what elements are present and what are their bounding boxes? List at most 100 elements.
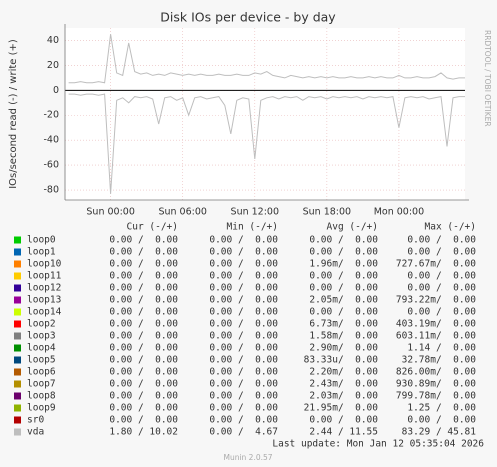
legend-value: 0.00 / 0.00	[209, 343, 278, 354]
legend-value: 0.00 / 0.00	[209, 259, 278, 270]
legend-swatch	[14, 428, 21, 436]
legend-swatch	[14, 404, 21, 412]
legend-header: Min (-/+)	[227, 222, 278, 233]
series-line	[68, 93, 465, 194]
legend-name: loop9	[27, 403, 56, 414]
side-text: RRDTOOL / TOBI OETIKER	[483, 30, 492, 127]
legend-swatch	[14, 284, 21, 292]
legend-value: 0.00 / 0.00	[209, 403, 278, 414]
legend-swatch	[14, 344, 21, 352]
legend-value: 83.33u/ 0.00	[304, 355, 379, 366]
legend-header: Cur (-/+)	[127, 222, 178, 233]
legend-value: 0.00 / 0.00	[309, 415, 378, 426]
legend-value: 0.00 / 0.00	[109, 367, 178, 378]
legend-value: 0.00 / 0.00	[109, 295, 178, 306]
legend-swatch	[14, 332, 21, 340]
legend-value: 0.00 / 0.00	[109, 343, 178, 354]
legend-value: 403.19m/ 0.00	[396, 319, 476, 330]
legend-swatch	[14, 320, 21, 328]
chart-title: Disk IOs per device - by day	[160, 10, 336, 25]
x-tick-label: Sun 12:00	[231, 207, 279, 218]
legend-value: 2.05m/ 0.00	[309, 295, 378, 306]
legend-name: loop2	[27, 319, 56, 330]
footer: Munin 2.0.57	[223, 453, 272, 462]
legend-name: loop3	[27, 331, 56, 342]
legend-value: 0.00 / 0.00	[109, 319, 178, 330]
legend-name: loop13	[27, 295, 61, 306]
plot-area	[65, 28, 465, 200]
legend-value: 1.14 / 0.00	[407, 343, 476, 354]
legend-value: 0.00 / 0.00	[407, 247, 476, 258]
legend-value: 0.00 / 0.00	[407, 283, 476, 294]
legend-value: 0.00 / 0.00	[309, 235, 378, 246]
legend-value: 0.00 / 0.00	[109, 283, 178, 294]
legend-swatch	[14, 272, 21, 280]
x-tick-label: Mon 00:00	[374, 207, 424, 218]
legend-value: 0.00 / 0.00	[309, 283, 378, 294]
legend-value: 0.00 / 4.67	[209, 427, 278, 438]
legend-swatch	[14, 368, 21, 376]
legend-value: 32.78m/ 0.00	[402, 355, 477, 366]
legend-value: 793.22m/ 0.00	[396, 295, 476, 306]
legend-value: 2.90m/ 0.00	[309, 343, 378, 354]
legend-name: loop11	[27, 271, 62, 282]
legend-name: loop0	[27, 235, 56, 246]
y-tick-label: -80	[43, 185, 59, 196]
legend-value: 0.00 / 0.00	[109, 403, 178, 414]
legend-value: 930.89m/ 0.00	[396, 379, 476, 390]
legend-value: 0.00 / 0.00	[407, 235, 476, 246]
legend-value: 0.00 / 0.00	[209, 379, 278, 390]
legend-swatch	[14, 356, 21, 364]
legend-value: 0.00 / 0.00	[209, 415, 278, 426]
legend-value: 0.00 / 0.00	[209, 331, 278, 342]
legend-value: 0.00 / 0.00	[209, 355, 278, 366]
y-axis-label: IOs/second read (-) / write (+)	[8, 39, 19, 189]
legend-swatch	[14, 392, 21, 400]
legend-value: 0.00 / 0.00	[109, 271, 178, 282]
legend-value: 0.00 / 0.00	[209, 295, 278, 306]
legend-value: 0.00 / 0.00	[209, 367, 278, 378]
legend-value: 2.20m/ 0.00	[309, 367, 378, 378]
legend-value: 0.00 / 0.00	[209, 247, 278, 258]
legend-value: 826.00m/ 0.00	[396, 367, 476, 378]
legend-value: 0.00 / 0.00	[309, 307, 378, 318]
legend-value: 0.00 / 0.00	[109, 259, 178, 270]
legend-value: 727.67m/ 0.00	[396, 259, 476, 270]
legend-value: 2.03m/ 0.00	[309, 391, 378, 402]
legend-value: 0.00 / 0.00	[109, 307, 178, 318]
x-tick-label: Sun 00:00	[86, 207, 134, 218]
legend-value: 0.00 / 0.00	[109, 331, 178, 342]
legend-header: Max (-/+)	[425, 222, 476, 233]
legend-value: 0.00 / 0.00	[209, 319, 278, 330]
y-tick-label: 40	[47, 35, 59, 46]
legend-name: loop4	[27, 343, 56, 354]
legend-value: 799.78m/ 0.00	[396, 391, 476, 402]
legend-value: 0.00 / 0.00	[209, 307, 278, 318]
legend-value: 83.29 / 45.81	[402, 427, 477, 438]
y-tick-label: -20	[43, 110, 59, 121]
legend-swatch	[14, 416, 21, 424]
legend-swatch	[14, 236, 21, 244]
legend-name: loop14	[27, 307, 62, 318]
legend-value: 0.00 / 0.00	[209, 391, 278, 402]
legend-swatch	[14, 260, 21, 268]
y-tick-label: -60	[43, 160, 59, 171]
y-tick-label: -40	[43, 135, 59, 146]
legend-name: loop12	[27, 283, 61, 294]
legend-value: 1.80 / 10.02	[109, 427, 178, 438]
legend-name: loop1	[27, 247, 56, 258]
legend-value: 6.73m/ 0.00	[309, 319, 378, 330]
x-tick-label: Sun 06:00	[158, 207, 206, 218]
legend-value: 0.00 / 0.00	[109, 355, 178, 366]
legend-swatch	[14, 380, 21, 388]
legend-value: 2.44 / 11.55	[309, 427, 378, 438]
x-tick-label: Sun 18:00	[303, 207, 351, 218]
legend-value: 0.00 / 0.00	[209, 235, 278, 246]
series-line	[68, 34, 465, 84]
last-update: Last update: Mon Jan 12 05:35:04 2026	[272, 439, 484, 450]
legend-name: vda	[27, 427, 44, 438]
legend-name: loop10	[27, 259, 62, 270]
legend-name: loop7	[27, 379, 56, 390]
legend-value: 0.00 / 0.00	[309, 271, 378, 282]
legend-value: 0.00 / 0.00	[209, 271, 278, 282]
